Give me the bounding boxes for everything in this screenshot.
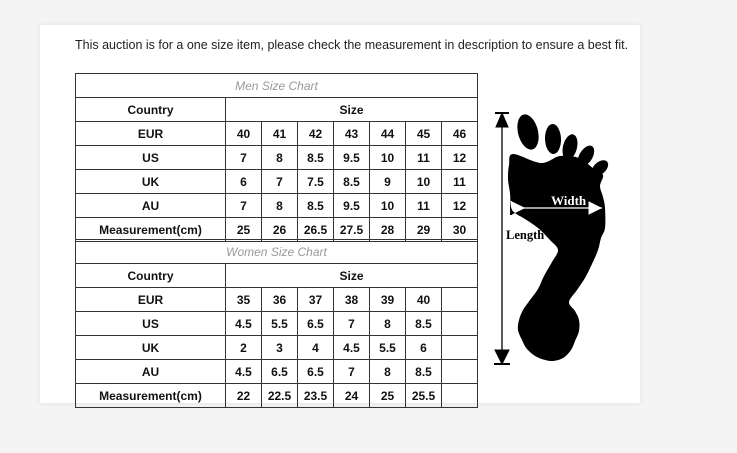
svg-text:Width: Width [551, 193, 587, 208]
svg-text:Length: Length [506, 228, 544, 242]
